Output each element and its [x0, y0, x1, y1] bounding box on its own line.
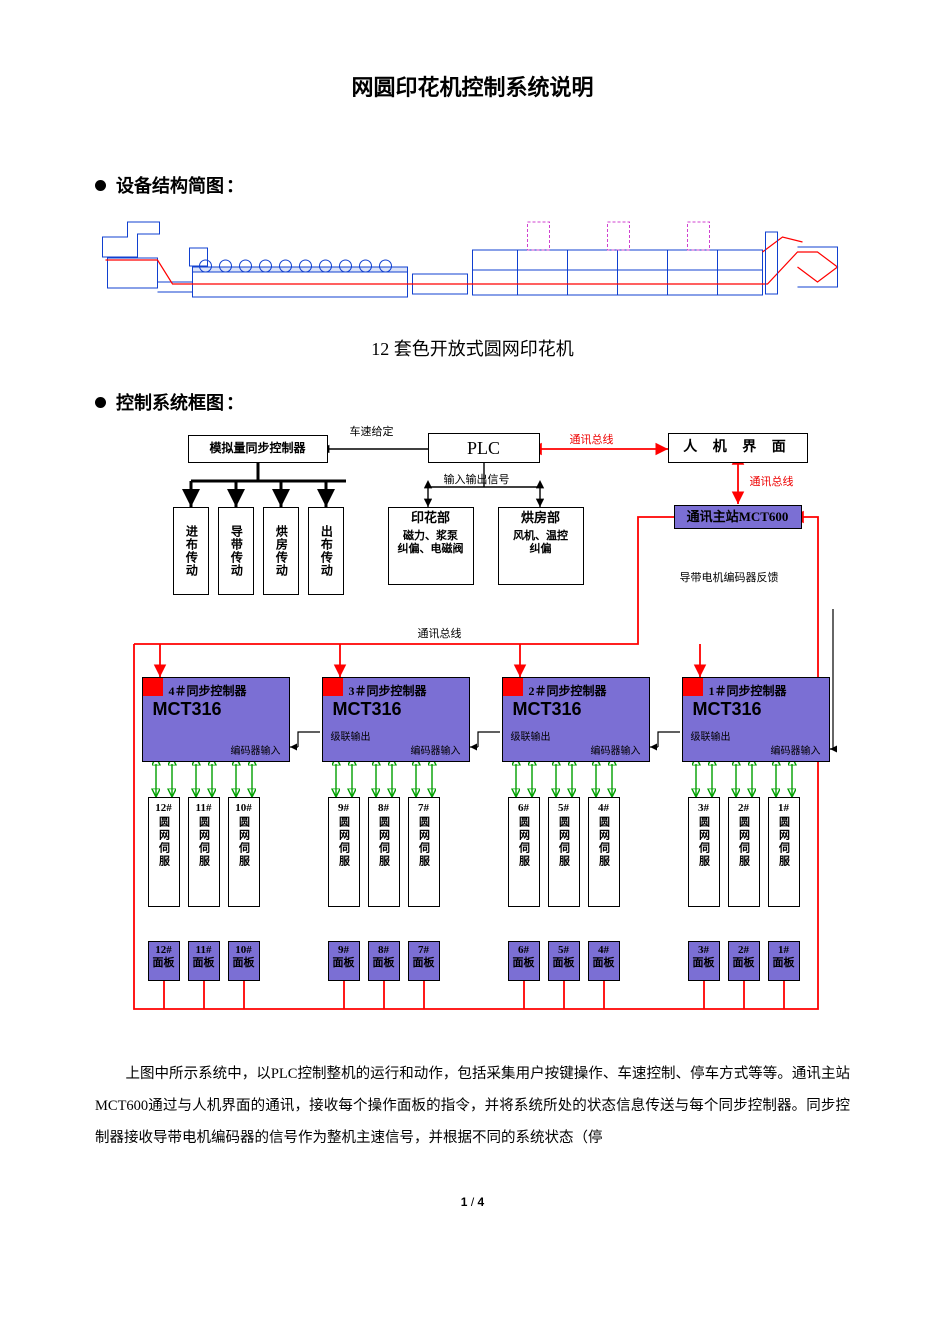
bus2-label: 通讯总线 — [750, 473, 794, 489]
panel-box: 11#面板 — [188, 941, 220, 981]
bullet-icon — [95, 397, 106, 408]
controller-4: 4＃同步控制器 MCT316 编码器输入 — [142, 677, 290, 762]
body-paragraph: 上图中所示系统中，以PLC控制整机的运行和动作，包括采集用户按键操作、车速控制、… — [95, 1059, 850, 1155]
panel-box: 9#面板 — [328, 941, 360, 981]
drive-box-2: 导带传动 — [218, 507, 254, 595]
drive-box-4: 出布传动 — [308, 507, 344, 595]
panel-box: 5#面板 — [548, 941, 580, 981]
encoder-feedback-label: 导带电机编码器反馈 — [680, 569, 779, 585]
control-system-diagram: 模拟量同步控制器 车速给定 PLC 通讯总线 人 机 界 面 通讯总线 输入输出… — [98, 429, 848, 1029]
servo-box: 3#圆网伺服 — [688, 797, 720, 907]
drying-section-box: 烘房部 风机、温控 纠偏 — [498, 507, 584, 585]
servo-box: 4#圆网伺服 — [588, 797, 620, 907]
controller-1: 1＃同步控制器 MCT316 级联输出 编码器输入 — [682, 677, 830, 762]
servo-box: 12#圆网伺服 — [148, 797, 180, 907]
io-label: 输入输出信号 — [444, 471, 510, 487]
page-number: 1 / 4 — [95, 1195, 850, 1209]
bus1-label: 通讯总线 — [570, 431, 614, 447]
servo-box: 11#圆网伺服 — [188, 797, 220, 907]
section1-text: 设备结构简图 — [116, 172, 224, 198]
analog-sync-controller-box: 模拟量同步控制器 — [188, 435, 328, 463]
section1-heading: 设备结构简图 ： — [95, 172, 850, 198]
section2-heading: 控制系统框图 ： — [95, 389, 850, 415]
bullet-icon — [95, 180, 106, 191]
servo-box: 9#圆网伺服 — [328, 797, 360, 907]
servo-box: 6#圆网伺服 — [508, 797, 540, 907]
controller-2: 2＃同步控制器 MCT316 级联输出 编码器输入 — [502, 677, 650, 762]
panel-box: 7#面板 — [408, 941, 440, 981]
section2-text: 控制系统框图 — [116, 389, 224, 415]
panel-box: 6#面板 — [508, 941, 540, 981]
panel-box: 8#面板 — [368, 941, 400, 981]
machine-caption: 12 套色开放式圆网印花机 — [95, 335, 850, 361]
panel-box: 2#面板 — [728, 941, 760, 981]
servo-box: 7#圆网伺服 — [408, 797, 440, 907]
drive-box-1: 进布传动 — [173, 507, 209, 595]
servo-box: 2#圆网伺服 — [728, 797, 760, 907]
servo-box: 10#圆网伺服 — [228, 797, 260, 907]
panel-box: 4#面板 — [588, 941, 620, 981]
panel-box: 10#面板 — [228, 941, 260, 981]
panel-box: 1#面板 — [768, 941, 800, 981]
print-section-box: 印花部 磁力、浆泵 纠偏、电磁阀 — [388, 507, 474, 585]
mct600-box: 通讯主站MCT600 — [674, 505, 802, 529]
speed-set-label: 车速给定 — [350, 423, 394, 439]
servo-box: 5#圆网伺服 — [548, 797, 580, 907]
bus-mid-label: 通讯总线 — [418, 625, 462, 641]
colon: ： — [226, 172, 244, 198]
servo-box: 8#圆网伺服 — [368, 797, 400, 907]
panel-box: 3#面板 — [688, 941, 720, 981]
doc-title: 网圆印花机控制系统说明 — [95, 70, 850, 102]
plc-box: PLC — [428, 433, 540, 463]
controller-3: 3＃同步控制器 MCT316 级联输出 编码器输入 — [322, 677, 470, 762]
servo-box: 1#圆网伺服 — [768, 797, 800, 907]
hmi-box: 人 机 界 面 — [668, 433, 808, 463]
colon: ： — [226, 389, 244, 415]
panel-box: 12#面板 — [148, 941, 180, 981]
drive-box-3: 烘房传动 — [263, 507, 299, 595]
machine-diagram — [95, 212, 850, 317]
